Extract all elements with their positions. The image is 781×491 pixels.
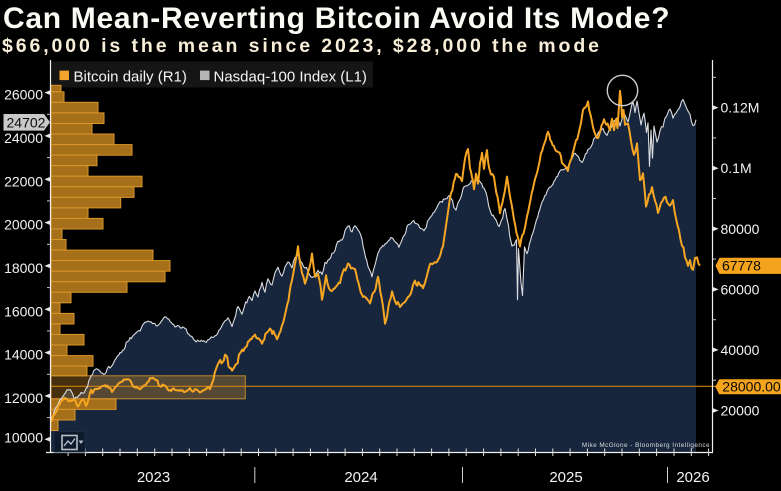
svg-text:10000: 10000: [4, 430, 43, 446]
svg-text:26000: 26000: [4, 87, 43, 103]
svg-text:60000: 60000: [721, 281, 760, 297]
svg-text:Bitcoin daily (R1): Bitcoin daily (R1): [74, 69, 187, 86]
svg-text:16000: 16000: [4, 303, 43, 319]
svg-text:67778: 67778: [722, 258, 761, 274]
svg-text:12000: 12000: [4, 390, 43, 406]
svg-text:24000: 24000: [4, 130, 43, 146]
svg-text:0.1M: 0.1M: [721, 160, 752, 176]
svg-text:24702: 24702: [7, 114, 46, 130]
svg-text:0.12M: 0.12M: [721, 100, 760, 116]
svg-text:20000: 20000: [721, 403, 760, 419]
svg-text:2023: 2023: [137, 469, 170, 486]
svg-text:28000.00: 28000.00: [722, 378, 781, 394]
svg-text:2026: 2026: [676, 469, 709, 486]
svg-text:2024: 2024: [344, 469, 377, 486]
svg-text:14000: 14000: [4, 347, 43, 363]
svg-text:18000: 18000: [4, 260, 43, 276]
svg-text:20000: 20000: [4, 217, 43, 233]
svg-text:Mike McGlone - Bloomberg Intel: Mike McGlone - Bloomberg Intelligence: [582, 442, 710, 449]
svg-text:$66,000 is the mean since 2023: $66,000 is the mean since 2023, $28,000 …: [2, 35, 602, 57]
svg-text:Can Mean-Reverting Bitcoin Avo: Can Mean-Reverting Bitcoin Avoid Its Mod…: [3, 2, 670, 35]
svg-text:2025: 2025: [549, 469, 582, 486]
svg-text:22000: 22000: [4, 173, 43, 189]
svg-text:Nasdaq-100 Index (L1): Nasdaq-100 Index (L1): [214, 69, 367, 86]
svg-text:40000: 40000: [721, 342, 760, 358]
svg-text:80000: 80000: [721, 221, 760, 237]
